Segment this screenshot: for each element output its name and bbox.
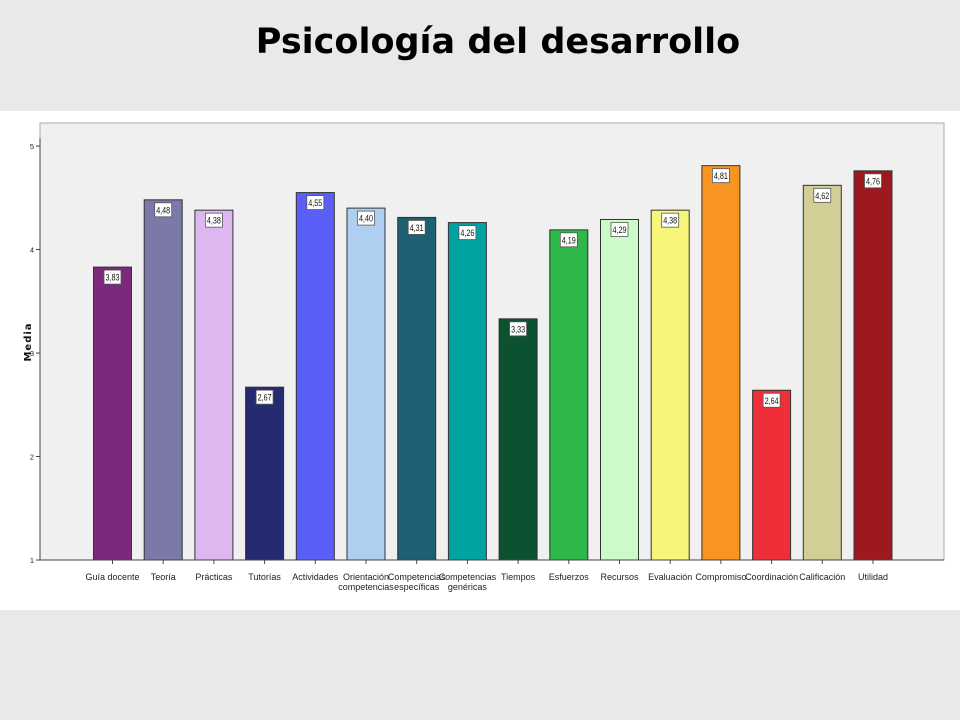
bar [549, 229, 589, 561]
bar [93, 266, 132, 561]
x-tick-label: Tiempos [501, 572, 536, 582]
y-axis-label: Media [23, 322, 34, 361]
value-label-box [458, 225, 477, 240]
x-tick-label: Guía docente [85, 572, 139, 582]
bar [194, 209, 234, 561]
value-label-box [306, 195, 325, 210]
value-label-box [204, 212, 223, 228]
x-axis: Guía docente Teoría Prácticas Tutorías Activ… [40, 559, 944, 592]
value-label-box [712, 168, 730, 184]
x-tick-label: Orientación competencias [338, 572, 394, 592]
value-label-box [559, 232, 578, 248]
plot-area [39, 122, 945, 561]
y-tick-label: 3 [30, 349, 34, 358]
y-tick-label: 4 [30, 246, 34, 255]
value-label: 2,67 [258, 393, 272, 403]
y-tick-label: 2 [30, 453, 34, 462]
x-tick-label: Compromiso [695, 572, 746, 582]
value-label-box [154, 202, 173, 218]
value-label: 4,31 [410, 223, 424, 233]
value-label: 4,40 [359, 214, 373, 224]
x-tick-label: Recursos [600, 572, 639, 582]
x-tick-label: Prácticas [195, 572, 233, 582]
value-label: 4,38 [663, 216, 677, 226]
value-label-box [661, 212, 680, 228]
value-label: 4,62 [815, 191, 829, 201]
bar [853, 170, 893, 561]
value-label: 3,83 [106, 273, 120, 283]
value-label-box [103, 269, 122, 285]
value-label: 2,64 [765, 396, 779, 406]
y-tick-label: 1 [30, 556, 34, 565]
value-label-box [407, 220, 426, 235]
bar [295, 192, 335, 561]
value-label: 4,48 [156, 205, 170, 215]
bar [397, 216, 437, 561]
value-label: 4,29 [613, 225, 627, 235]
x-tick-label: Coordinación [745, 572, 798, 582]
bar [650, 209, 690, 561]
value-label: 4,81 [714, 171, 728, 181]
bar [447, 222, 487, 561]
value-label: 4,26 [460, 228, 474, 238]
value-label-box [762, 392, 781, 408]
value-label-box [357, 210, 375, 226]
value-label: 4,55 [308, 198, 322, 208]
bar [701, 165, 741, 561]
bar [752, 389, 792, 561]
value-label-box [813, 187, 832, 203]
bar [802, 184, 842, 561]
value-label: 4,38 [207, 216, 221, 226]
value-label: 3,33 [511, 324, 525, 334]
bar [245, 386, 285, 561]
value-label: 4,19 [562, 235, 576, 245]
x-tick-label: Tutorías [248, 572, 281, 582]
x-tick-label: Actividades [292, 572, 339, 582]
x-tick-label: Utilidad [858, 572, 888, 582]
value-label-box [255, 389, 274, 405]
y-tick-label: 5 [30, 142, 34, 151]
x-tick-label: Calificación [799, 572, 845, 582]
value-label-box [509, 321, 528, 337]
x-tick-label: Competencias específicas [388, 572, 446, 592]
x-tick-label: Competencias genéricas [439, 572, 497, 592]
bar [600, 218, 639, 561]
value-label-box [864, 173, 882, 189]
x-tick-label: Evaluación [648, 572, 692, 582]
bars: 3,83 4,48 4,38 2,67 4,55 4,40 4,31 4,26 3,33 4,19… [93, 165, 893, 561]
x-tick-label: Teoría [151, 572, 176, 582]
bar [498, 318, 538, 561]
value-label: 4,76 [866, 176, 880, 186]
bar [143, 199, 183, 561]
y-axis: 1 2 3 4 5 [30, 138, 41, 565]
value-label-box [610, 222, 629, 237]
bar [346, 207, 386, 561]
slide-title: Psicología del desarrollo [255, 22, 741, 62]
x-tick-label: Esfuerzos [549, 572, 590, 582]
